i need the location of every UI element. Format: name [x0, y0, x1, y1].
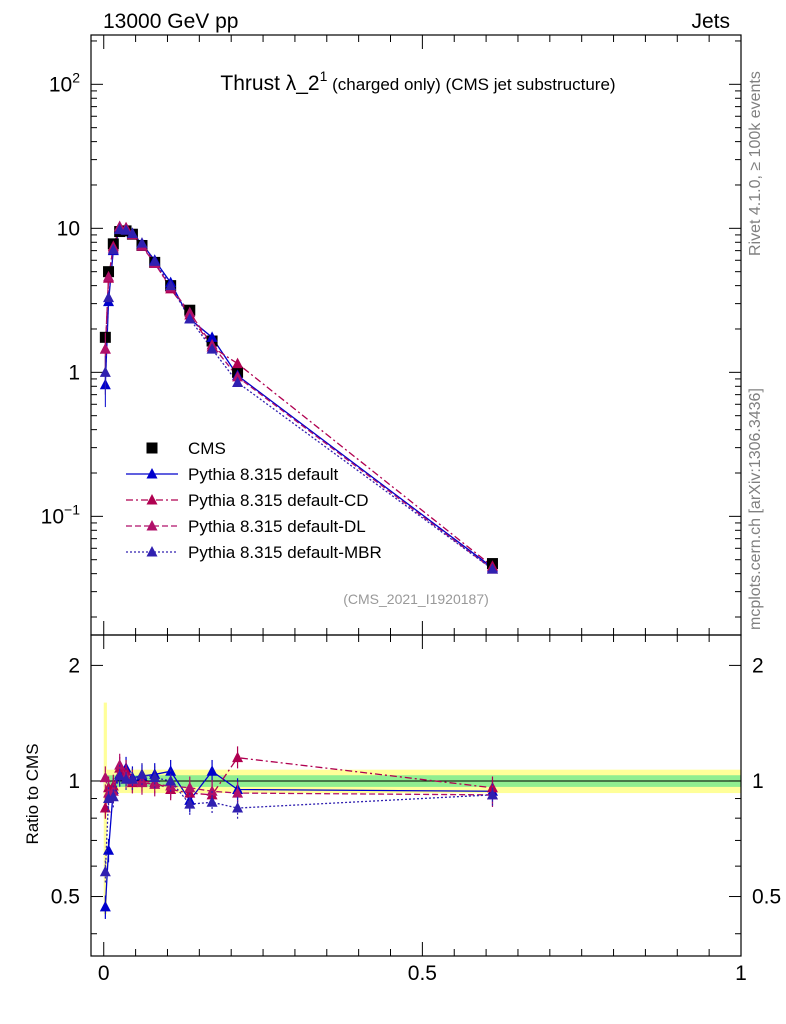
ratio-point-default — [206, 765, 218, 776]
y-tick-label: 10 — [57, 217, 80, 240]
data-point-cd — [232, 357, 244, 369]
data-point-mbr — [103, 291, 115, 303]
data-point-mbr — [486, 563, 498, 574]
data-point-mbr — [165, 279, 177, 291]
data-point-default — [206, 331, 218, 342]
ratio-point-mbr — [114, 770, 126, 781]
legend-marker-data — [146, 442, 158, 454]
ratio-point-dl — [136, 776, 148, 788]
legend-label-dl: Pythia 8.315 default-DL — [188, 517, 366, 536]
ratio-point-mbr — [206, 796, 218, 807]
header-right: Jets — [691, 10, 730, 33]
legend-label-mbr: Pythia 8.315 default-MBR — [188, 543, 382, 562]
analysis-watermark: (CMS_2021_I1920187) — [343, 591, 489, 607]
chart-title: Thrust λ_21 (charged only) (CMS jet subs… — [220, 68, 615, 95]
series-line-cd — [104, 226, 493, 567]
ratio-point-mbr — [149, 771, 161, 783]
data-point-mbr — [232, 376, 244, 388]
title-rest: (charged only) (CMS jet substructure) — [327, 75, 615, 94]
y-tick-label: 102 — [49, 69, 80, 96]
legend-marker-cd — [146, 494, 158, 505]
data-point-dl — [232, 370, 244, 382]
ratio-point-dl — [99, 771, 111, 783]
ratio-point-cd — [184, 787, 196, 798]
title-sup: 1 — [320, 68, 328, 84]
y-tick-label: 1 — [68, 361, 80, 384]
ratio-point-mbr — [232, 802, 244, 813]
ratio-y-tick-label-right: 2 — [752, 654, 764, 677]
data-point-dl — [103, 270, 115, 282]
ratio-panel: 0 0.5 1 2 2 1 1 0.5 0.5 — [51, 634, 781, 985]
ratio-point-mbr — [165, 774, 177, 786]
x-tick-label: 1 — [735, 962, 747, 985]
ratio-point-mbr — [99, 865, 111, 877]
title-main: Thrust λ_2 — [220, 72, 319, 95]
ratio-point-cd — [232, 751, 244, 763]
ratio-frame — [90, 634, 742, 957]
legend-marker-dl — [146, 520, 158, 531]
ratio-y-tick-label: 0.5 — [51, 886, 80, 909]
legend: CMS Pythia 8.315 default Pythia 8.315 defa… — [126, 439, 382, 562]
ratio-ylabel: Ratio to CMS — [23, 743, 42, 844]
legend-label-cd: Pythia 8.315 default-CD — [188, 491, 369, 510]
ratio-y-tick-label-right: 1 — [752, 770, 764, 793]
ratio-point-mbr — [126, 773, 138, 784]
legend-marker-mbr — [146, 546, 158, 557]
legend-label-data: CMS — [188, 439, 226, 458]
ratio-point-mbr — [486, 788, 498, 800]
data-point-dl — [99, 343, 111, 354]
ratio-y-tick-label: 1 — [68, 770, 80, 793]
ratio-point-dl — [184, 781, 196, 793]
ratio-point-dl — [206, 785, 218, 796]
header-left: 13000 GeV pp — [103, 10, 238, 33]
ratio-point-mbr — [184, 798, 196, 809]
main-panel: 102 10 1 10−1 — [41, 34, 742, 636]
ratio-point-mbr — [136, 768, 148, 779]
data-point-mbr — [136, 237, 148, 248]
ratio-point-default — [103, 844, 115, 855]
rivet-label: Rivet 4.1.0, ≥ 100k events — [747, 71, 764, 256]
legend-marker-default — [146, 468, 158, 479]
ratio-point-default — [99, 900, 111, 912]
data-point-mbr — [149, 255, 161, 266]
data-point-mbr — [120, 224, 132, 235]
data-point-mbr — [184, 312, 196, 324]
mcplots-label: mcplots.cern.ch [arXiv:1306.3436] — [747, 388, 764, 630]
ratio-point-dl — [114, 759, 126, 770]
ratio-y-tick-label: 2 — [68, 654, 80, 677]
legend-label-default: Pythia 8.315 default — [188, 465, 339, 484]
x-tick-label: 0.5 — [408, 962, 437, 985]
x-tick-label: 0 — [98, 962, 110, 985]
data-point-mbr — [126, 227, 138, 239]
ratio-point-dl — [232, 787, 244, 798]
data-point-mbr — [206, 343, 218, 354]
ratio-y-tick-label-right: 0.5 — [752, 886, 781, 909]
ratio-point-cd — [99, 802, 111, 813]
y-tick-label: 10−1 — [41, 501, 81, 528]
ratio-point-mbr — [107, 790, 119, 802]
data-point-dl — [184, 306, 196, 318]
data-point-mbr — [99, 366, 111, 377]
data-point-mbr — [107, 243, 119, 255]
